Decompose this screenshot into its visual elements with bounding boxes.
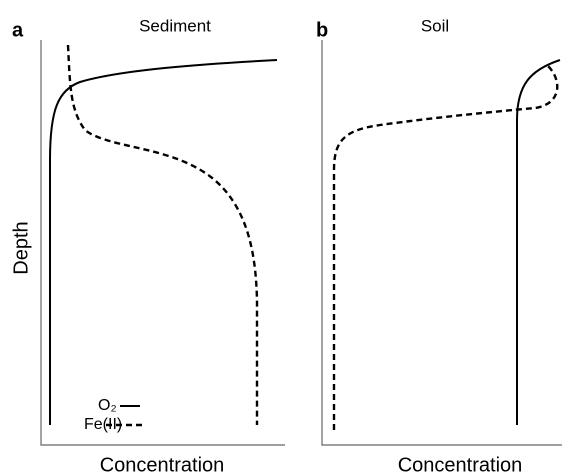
fe-curve (66, 44, 259, 425)
panel-letter: b (316, 19, 328, 41)
legend-label: O₂ (98, 397, 117, 414)
y-label: Depth (10, 221, 32, 274)
panel-letter: a (12, 19, 24, 41)
fe-curve (332, 65, 559, 430)
x-label: Concentration (398, 454, 523, 476)
axes (40, 40, 285, 446)
panel-title: Soil (421, 16, 449, 35)
o2-curve (49, 59, 278, 425)
axes (321, 40, 562, 446)
o2-curve (516, 59, 561, 425)
panel-title: Sediment (139, 16, 211, 35)
x-label: Concentration (100, 454, 225, 476)
legend-label: Fe(II) (84, 416, 122, 433)
